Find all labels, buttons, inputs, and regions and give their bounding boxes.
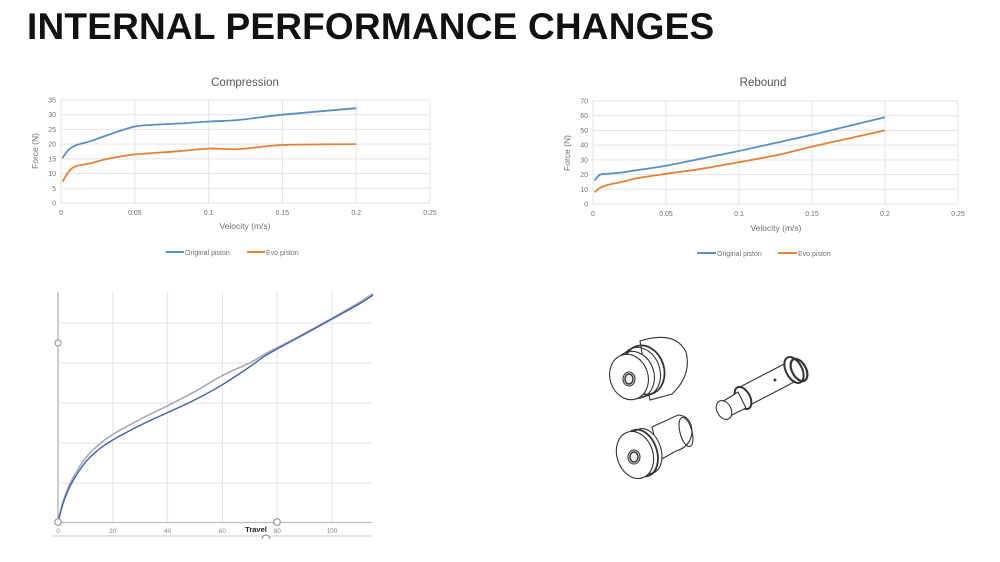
- svg-text:20: 20: [48, 142, 56, 149]
- range-slider-handle[interactable]: [261, 534, 271, 540]
- compression-chart-title: Compression: [211, 77, 279, 89]
- cap-part-icon: [609, 336, 688, 401]
- compression-grid: [60, 99, 431, 204]
- svg-text:60: 60: [580, 113, 588, 120]
- compression-legend: Original piston Evo piston: [166, 250, 299, 257]
- svg-text:0: 0: [584, 202, 588, 209]
- travel-axis-ticks: 0 20 40 60 80 100: [56, 528, 338, 535]
- svg-text:0.25: 0.25: [951, 211, 965, 218]
- series-line: [61, 143, 357, 183]
- rebound-series: [593, 116, 886, 193]
- compression-x-axis-label: Velocity (m/s): [219, 221, 270, 231]
- series-line: [57, 292, 374, 523]
- sleeve-part-icon: [615, 414, 694, 480]
- svg-text:40: 40: [164, 528, 172, 535]
- svg-text:30: 30: [580, 157, 588, 164]
- rebound-y-axis-label: Force (N): [562, 135, 572, 171]
- svg-text:50: 50: [580, 128, 588, 135]
- svg-text:80: 80: [274, 528, 282, 535]
- compression-y-axis-label: Force (N): [30, 133, 40, 169]
- svg-text:0.05: 0.05: [128, 210, 142, 217]
- series-line: [593, 129, 886, 193]
- svg-text:0: 0: [59, 210, 63, 217]
- svg-text:0.05: 0.05: [659, 211, 673, 218]
- svg-text:35: 35: [48, 98, 56, 105]
- series-line: [593, 116, 886, 182]
- rebound-axis-ticks: 0 10 20 30 40 50 60 70 0 0.05 0.1 0.15 0.2 0.25: [580, 99, 965, 219]
- compression-axis-ticks: 0 5 10 15 20 25 30 35 0 0.05 0.1 0.15 0.2 0.25: [48, 98, 437, 218]
- legend-label-original: Original piston: [717, 251, 762, 258]
- svg-text:10: 10: [580, 187, 588, 194]
- svg-text:100: 100: [327, 528, 338, 535]
- svg-text:0.15: 0.15: [276, 210, 290, 217]
- series-line: [57, 294, 374, 523]
- travel-x-axis-label: Travel: [245, 525, 267, 534]
- svg-text:0.15: 0.15: [805, 211, 819, 218]
- svg-text:0.2: 0.2: [880, 211, 890, 218]
- x-axis-drag-handle[interactable]: [273, 518, 281, 526]
- compression-chart: Compression 0 5 10 15 20 25 30 35 0 0.05 0.1 0.15 0.…: [30, 77, 437, 257]
- rebound-chart-title: Rebound: [740, 77, 787, 89]
- svg-text:5: 5: [52, 186, 56, 193]
- svg-text:40: 40: [580, 143, 588, 150]
- travel-grid: [58, 292, 372, 522]
- svg-text:20: 20: [580, 172, 588, 179]
- svg-text:0.1: 0.1: [204, 210, 214, 217]
- rebound-legend: Original piston Evo piston: [697, 251, 831, 258]
- svg-text:60: 60: [219, 528, 227, 535]
- svg-text:0: 0: [56, 528, 60, 535]
- legend-label-original: Original piston: [185, 250, 230, 257]
- compression-series: [61, 107, 357, 183]
- travel-chart: 0 20 40 60 80 100 Travel: [52, 292, 374, 540]
- svg-text:0: 0: [591, 211, 595, 218]
- svg-text:0.1: 0.1: [734, 211, 744, 218]
- page-title: INTERNAL PERFORMANCE CHANGES: [27, 6, 715, 47]
- origin-drag-handle[interactable]: [54, 518, 62, 526]
- rebound-grid: [592, 100, 959, 205]
- svg-text:10: 10: [48, 171, 56, 178]
- svg-text:0: 0: [52, 201, 56, 208]
- svg-text:25: 25: [48, 127, 56, 134]
- svg-text:15: 15: [48, 156, 56, 163]
- svg-text:70: 70: [580, 99, 588, 106]
- piston-rod-part-icon: [715, 356, 809, 420]
- svg-text:30: 30: [48, 112, 56, 119]
- piston-parts-drawing: [609, 336, 809, 480]
- travel-series: [57, 292, 374, 523]
- legend-label-evo: Evo piston: [798, 251, 831, 258]
- rebound-x-axis-label: Velocity (m/s): [750, 223, 801, 233]
- rebound-chart: Rebound 0 10 20 30 40 50 60 70 0 0.05 0.1 0.15 0.2 0.…: [562, 77, 965, 258]
- svg-text:20: 20: [109, 528, 117, 535]
- svg-text:0.25: 0.25: [423, 210, 437, 217]
- svg-text:0.2: 0.2: [351, 210, 361, 217]
- series-line: [61, 107, 357, 159]
- y-axis-drag-handle[interactable]: [54, 339, 62, 347]
- legend-label-evo: Evo piston: [266, 250, 299, 257]
